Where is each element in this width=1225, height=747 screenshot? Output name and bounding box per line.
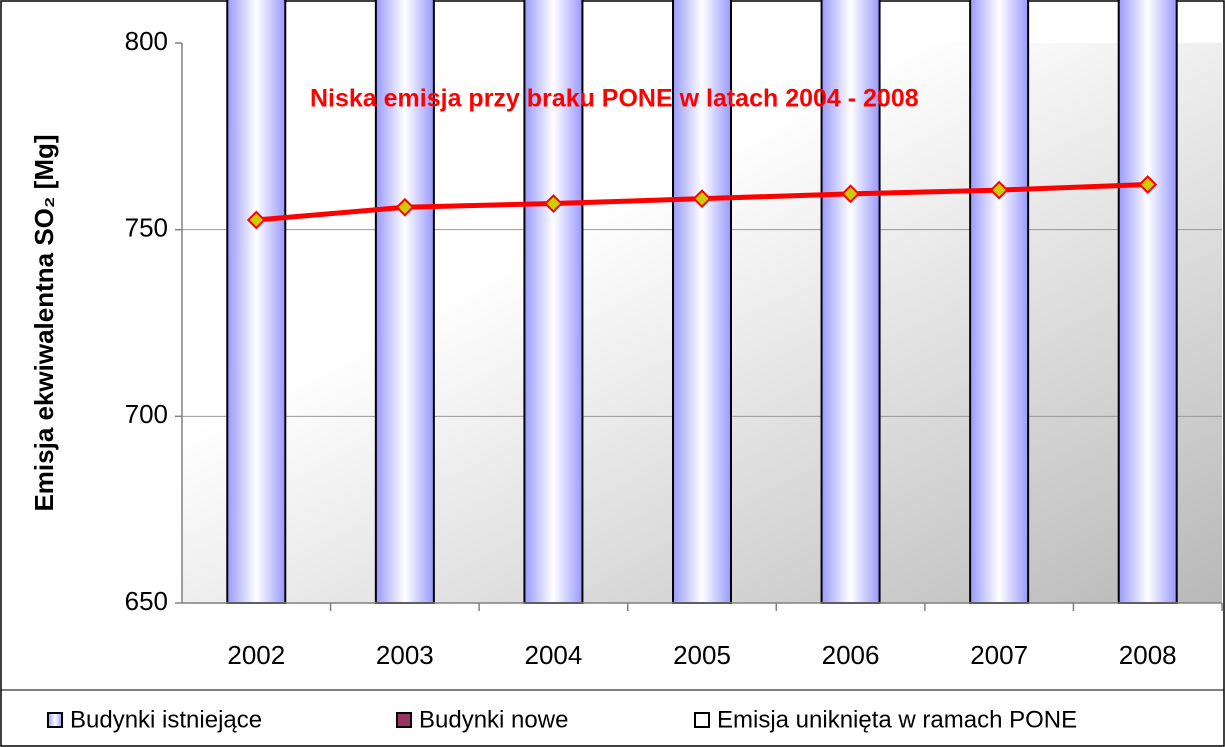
bar-segment	[226, 0, 287, 604]
x-tick-label: 2003	[376, 640, 434, 670]
legend-swatch	[47, 712, 63, 728]
line-marker	[841, 184, 860, 204]
legend-label: Budynki nowe	[419, 706, 568, 733]
x-tick-label: 2007	[970, 640, 1028, 670]
bar-segment	[523, 0, 584, 604]
x-tick-label: 2006	[822, 640, 880, 670]
y-tick-label: 700	[125, 399, 168, 429]
legend-label: Emisja uniknięta w ramach PONE	[717, 706, 1077, 733]
line-marker	[395, 197, 415, 217]
line-marker	[246, 210, 266, 230]
y-axis-label: Emisja ekwiwalentna SO₂ [Mg]	[29, 134, 59, 511]
y-tick-label: 650	[125, 586, 168, 616]
line-marker	[989, 180, 1009, 200]
x-tick-label: 2002	[227, 640, 285, 670]
x-tick-label: 2005	[673, 640, 731, 670]
legend-label: Budynki istniejące	[70, 706, 262, 733]
line-marker	[1138, 175, 1158, 194]
bar-segment	[969, 0, 1030, 604]
x-tick-label: 2008	[1119, 640, 1177, 670]
line-marker	[692, 189, 712, 209]
bar-segment	[1117, 0, 1178, 605]
y-tick-label: 800	[125, 26, 168, 56]
line-label: Niska emisja przy braku PONE w latach 20…	[310, 85, 919, 113]
legend-swatch	[694, 712, 710, 728]
y-tick-label: 750	[125, 213, 168, 243]
line-marker	[544, 194, 563, 213]
x-tick-label: 2004	[525, 640, 583, 670]
legend-swatch	[396, 712, 412, 728]
